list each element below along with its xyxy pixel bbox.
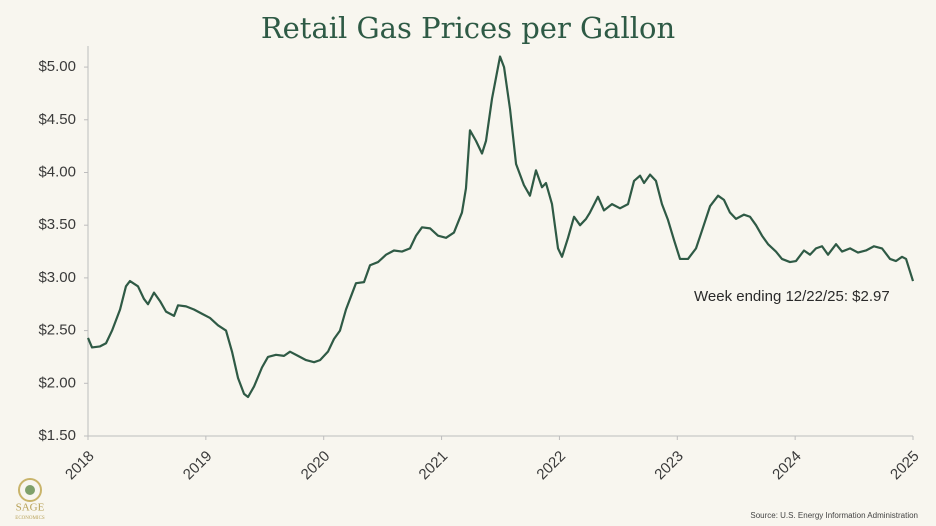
x-tick-label: 2021 [416,448,452,484]
logo-subtitle: ECONOMICS [15,516,45,521]
logo-name: SAGE [16,502,45,514]
x-tick-label: 2019 [180,448,216,484]
x-tick-label: 2022 [533,448,569,484]
y-tick-label: $3.50 [38,216,76,233]
y-tick-label: $2.00 [38,374,76,391]
logo-icon [25,485,35,495]
logo-icon [18,478,42,502]
x-tick-label: 2018 [62,448,98,484]
source: Source: U.S. Energy Information Administ… [750,511,918,520]
logo: SAGE ECONOMICS [15,478,45,521]
x-tick-label: 2025 [887,448,923,484]
y-tick-label: $5.00 [38,58,76,75]
y-tick-label: $4.50 [38,111,76,128]
y-tick-label: $3.00 [38,269,76,286]
annotation: Week ending 12/22/25: $2.97 [694,288,890,305]
x-tick-label: 2023 [651,448,687,484]
y-tick-label: $1.50 [38,427,76,444]
x-tick-label: 2024 [769,448,805,484]
x-tick-label: 2020 [298,448,334,484]
y-tick-label: $2.50 [38,322,76,339]
chart-title: Retail Gas Prices per Gallon [261,11,675,45]
y-tick-label: $4.00 [38,163,76,180]
line-series [86,55,915,399]
